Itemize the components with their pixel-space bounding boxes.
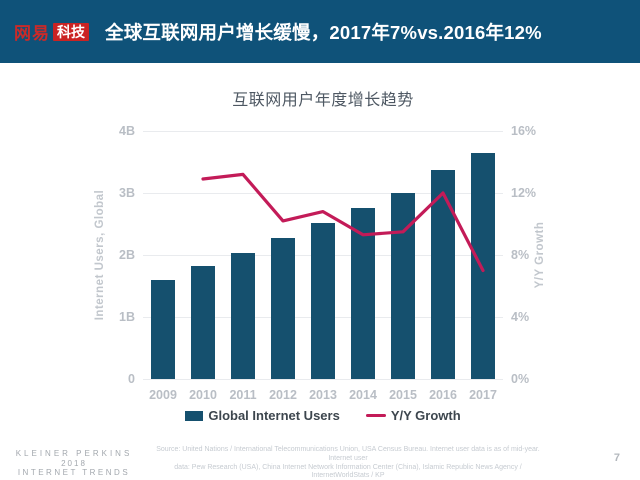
gridline (143, 193, 503, 194)
bar-2014 (351, 207, 375, 379)
brand-line-1: KLEINER PERKINS (15, 449, 133, 458)
right-axis-title: Y/Y Growth (534, 221, 546, 289)
brand-line-3: INTERNET TRENDS (17, 468, 131, 477)
plot-area (143, 131, 503, 380)
line-series-label: Y/Y Growth (390, 408, 461, 423)
line-series-swatch (365, 414, 386, 417)
x-label-2009: 2009 (149, 388, 177, 402)
x-label-2013: 2013 (309, 388, 337, 402)
gridline (143, 379, 503, 380)
x-label-2011: 2011 (229, 388, 257, 402)
bar-series-label: Global Internet Users (208, 408, 340, 423)
brand-line-2: 2018 (61, 458, 87, 468)
source-line: Source: United Nations / International T… (156, 446, 540, 462)
x-label-2010: 2010 (189, 388, 217, 402)
x-label-2014: 2014 (349, 388, 377, 402)
legend-item-bar: Global Internet Users (185, 408, 340, 423)
bar-2009 (151, 280, 175, 379)
left-tick-3: 1B (119, 310, 135, 324)
left-tick-4: 0 (128, 372, 135, 386)
x-label-2015: 2015 (389, 388, 417, 402)
right-tick-0: 16% (511, 124, 537, 138)
bar-2013 (311, 222, 335, 379)
left-tick-0: 4B (119, 124, 135, 138)
left-axis-title: Internet Users, Global (94, 189, 106, 321)
source-line: data: Pew Research (USA), China Internet… (174, 463, 522, 480)
header-bar: 网易 科技 全球互联网用户增长缓慢，2017年7%vs.2016年12% (0, 0, 640, 63)
bar-2017 (471, 152, 495, 379)
right-tick-3: 4% (511, 310, 530, 324)
page-number: 7 (613, 452, 620, 464)
bar-2012 (271, 237, 295, 379)
right-tick-2: 8% (511, 248, 530, 262)
yy-growth-line (201, 172, 485, 273)
bar-2011 (231, 252, 255, 379)
netease-logo-text: 网易 (14, 24, 50, 43)
left-tick-2: 2B (119, 248, 135, 262)
netease-tech-logo[interactable]: 网易 科技 (14, 19, 89, 44)
kleiner-perkins-brand: KLEINER PERKINS 2018 INTERNET TRENDS (6, 449, 142, 478)
right-tick-4: 0% (511, 372, 530, 386)
chart-legend: Global Internet Users Y/Y Growth (143, 408, 503, 423)
x-label-2017: 2017 (469, 388, 497, 402)
gridline (143, 131, 503, 132)
right-tick-1: 12% (511, 186, 537, 200)
x-label-2016: 2016 (429, 388, 457, 402)
article-title: 全球互联网用户增长缓慢，2017年7%vs.2016年12% (105, 21, 542, 43)
growth-line-chart (201, 172, 485, 273)
tech-logo-badge: 科技 (53, 22, 89, 41)
bar-2016 (431, 170, 455, 379)
bar-series-swatch (185, 410, 204, 421)
bar-2010 (191, 266, 215, 379)
legend-item-line: Y/Y Growth (365, 408, 461, 423)
left-tick-1: 3B (119, 186, 135, 200)
x-label-2012: 2012 (269, 388, 297, 402)
chart-title: 互联网用户年度增长趋势 (232, 92, 414, 109)
source-note: Source: United Nations / International T… (152, 446, 544, 480)
